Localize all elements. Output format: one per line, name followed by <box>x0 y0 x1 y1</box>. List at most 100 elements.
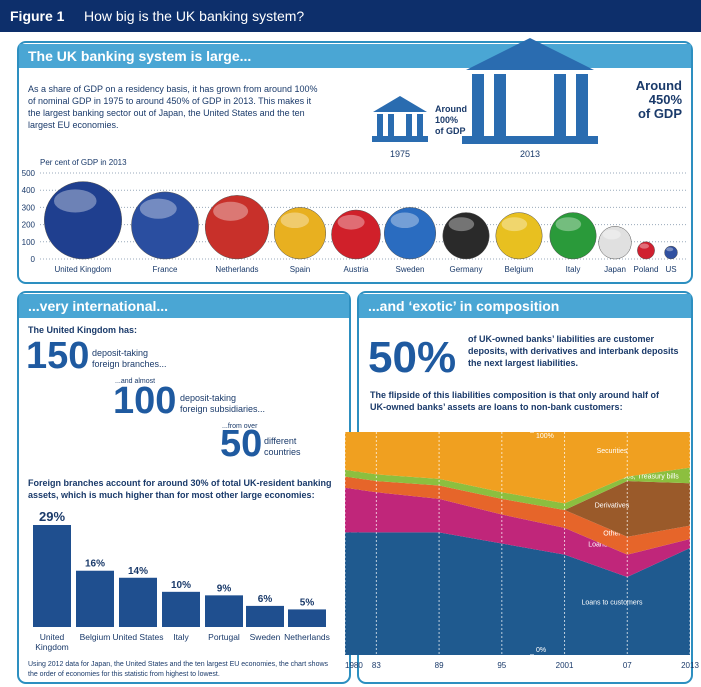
footnote: the order of economies for this statisti… <box>28 671 220 678</box>
bubble-highlight <box>337 214 365 230</box>
bubble-highlight <box>139 198 177 219</box>
x-tick-label: Germany <box>450 265 483 274</box>
value-label: 14% <box>128 566 148 577</box>
flag-bubble <box>637 241 655 260</box>
stat-text: deposit-taking <box>180 393 236 403</box>
bubble-highlight <box>213 201 249 221</box>
bar <box>119 577 157 627</box>
bar <box>288 609 326 627</box>
building-label: Around <box>435 104 467 114</box>
y-tick-label: 300 <box>22 203 36 212</box>
stat-text: countries <box>264 447 301 457</box>
bar <box>205 595 243 627</box>
x-tick-label: Japan <box>604 265 626 274</box>
building-label: 100% <box>435 115 458 125</box>
footnote: Using 2012 data for Japan, the United St… <box>28 661 329 668</box>
bubble-highlight <box>666 247 674 252</box>
x-tick-label: 83 <box>372 661 381 670</box>
y-tick-label: 400 <box>22 186 36 195</box>
area <box>345 432 690 504</box>
stat-text: of UK-owned banks’ liabilities are custo… <box>468 334 655 344</box>
bar <box>33 525 71 627</box>
x-tick-label: Netherlands <box>284 632 330 642</box>
flag-bubble <box>664 245 678 260</box>
y-tick-label: 500 <box>22 169 36 178</box>
x-tick-label: 89 <box>435 661 444 670</box>
value-label: 6% <box>258 594 273 605</box>
x-tick-label: Sweden <box>396 265 425 274</box>
x-tick-label: US <box>665 265 676 274</box>
area <box>345 467 690 511</box>
stat-text: foreign subsidiaries... <box>180 404 265 414</box>
value-label: 10% <box>171 580 191 591</box>
stat-text: the next largest liabilities. <box>468 358 578 368</box>
panel-heading: The UK banking system is large... <box>28 48 251 64</box>
body-text: of nominal GDP in 1975 to around 450% of… <box>28 96 312 106</box>
stat-text: deposit-taking <box>92 348 148 358</box>
flag-bubble <box>44 181 122 260</box>
flag-bubble <box>331 209 381 260</box>
series-label: Other <box>603 530 621 537</box>
series-label: Loans to customers <box>581 599 643 606</box>
bubble-highlight <box>448 217 475 232</box>
x-tick-label: United States <box>112 632 164 642</box>
area <box>345 476 690 537</box>
y-tick-label: 0% <box>536 647 546 654</box>
caption: UK-owned banks’ assets are loans to non-… <box>370 402 623 412</box>
x-tick-label: Italy <box>566 265 581 274</box>
panel-heading-bar <box>359 294 691 318</box>
x-tick-label: Austria <box>344 265 369 274</box>
x-tick-label: 07 <box>623 661 632 670</box>
stat-number: 100 <box>113 380 176 422</box>
x-tick-label: Netherlands <box>215 265 258 274</box>
x-tick-label: 1980 <box>345 661 363 670</box>
x-tick-label: Spain <box>290 265 310 274</box>
flag-bubble <box>131 191 199 260</box>
x-tick-label: 2001 <box>556 661 574 670</box>
x-tick-label: Poland <box>634 265 659 274</box>
bubble-highlight <box>501 217 528 232</box>
body-text: the largest banking sector out of Japan,… <box>28 108 305 118</box>
caption: The flipside of this liabilities composi… <box>370 390 660 400</box>
bubble-highlight <box>280 212 310 229</box>
y-tick-label: 200 <box>22 221 36 230</box>
panel-heading-bar <box>19 294 349 318</box>
bubble-highlight <box>53 189 97 213</box>
flag-bubble <box>204 195 270 260</box>
value-label: 5% <box>300 597 315 608</box>
building-label: of GDP <box>638 106 682 121</box>
bubble-highlight <box>555 217 582 232</box>
flag-bubble <box>383 207 437 260</box>
header-bar <box>0 0 701 32</box>
axis-label: Per cent of GDP in 2013 <box>40 158 127 167</box>
area <box>345 532 690 655</box>
stat-lead: ...and almost <box>115 378 155 385</box>
bar <box>76 570 114 627</box>
bubble-highlight <box>639 243 650 249</box>
x-tick-label: Sweden <box>249 632 281 642</box>
flag-bubble <box>495 212 543 260</box>
x-tick-label: Belgium <box>505 265 534 274</box>
series-label: Securities <box>597 448 628 455</box>
x-tick-label: Portugal <box>208 632 240 642</box>
x-tick-label: Belgium <box>79 632 111 642</box>
value-label: 29% <box>39 509 65 524</box>
stat-number: 50% <box>368 333 456 382</box>
series-label: Derivatives <box>595 502 630 509</box>
figure-number: Figure 1 <box>10 8 65 24</box>
stat-number: 150 <box>26 335 89 377</box>
area <box>345 487 690 577</box>
x-tick-label: France <box>153 265 178 274</box>
caption: Foreign branches account for around 30% … <box>28 478 332 488</box>
y-tick-label: 100% <box>536 433 554 440</box>
x-tick-label: 95 <box>497 661 506 670</box>
bubble-highlight <box>602 229 621 240</box>
stat-lead: ...from over <box>222 423 258 430</box>
building-icon <box>372 96 428 142</box>
intro-text: The United Kingdom has: <box>28 325 137 335</box>
bar <box>246 605 284 627</box>
building-label: of GDP <box>435 126 466 136</box>
header-title: How big is the UK banking system? <box>84 8 304 24</box>
